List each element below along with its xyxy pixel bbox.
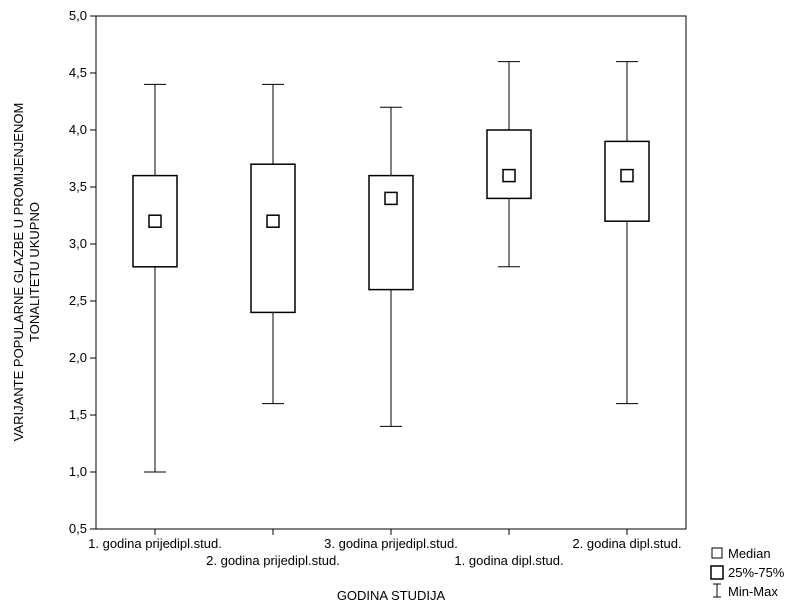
x-tick-label: 1. godina prijedipl.stud. <box>88 536 222 551</box>
y-tick-label: 1,5 <box>69 407 87 422</box>
y-tick-label: 5,0 <box>69 8 87 23</box>
x-tick-label: 2. godina dipl.stud. <box>572 536 681 551</box>
y-tick-label: 4,5 <box>69 65 87 80</box>
box-group <box>250 83 296 405</box>
y-axis: 0,5 1,0 1,5 2,0 2,5 3,0 3,5 4,0 4,5 5,0 <box>69 8 96 536</box>
x-tick-label: 2. godina prijedipl.stud. <box>206 553 340 568</box>
y-tick-label: 4,0 <box>69 122 87 137</box>
y-tick-label: 1,0 <box>69 464 87 479</box>
box-group <box>604 61 650 405</box>
legend-whisker-label: Min-Max <box>728 584 778 599</box>
interquartile-box <box>486 129 532 200</box>
median-marker <box>148 214 162 228</box>
x-axis: 1. godina prijedipl.stud. 2. godina prije… <box>88 529 682 568</box>
legend-whisker-icon <box>713 583 721 598</box>
y-tick-label: 3,0 <box>69 236 87 251</box>
median-marker <box>384 191 398 206</box>
box-group <box>132 83 178 473</box>
legend-median-label: Median <box>728 546 771 561</box>
box-series <box>132 61 650 473</box>
box-group <box>486 61 532 268</box>
box-group <box>368 106 414 427</box>
x-axis-title: GODINA STUDIJA <box>337 588 446 603</box>
y-tick-label: 3,5 <box>69 179 87 194</box>
x-tick-label: 3. godina prijedipl.stud. <box>324 536 458 551</box>
legend-median-icon <box>711 547 723 559</box>
median-marker <box>502 168 516 183</box>
x-tick-label: 1. godina dipl.stud. <box>454 553 563 568</box>
legend-box-icon <box>710 565 724 580</box>
median-marker <box>266 214 280 228</box>
median-marker <box>620 168 634 183</box>
legend-box-label: 25%-75% <box>728 565 785 580</box>
y-tick-label: 0,5 <box>69 521 87 536</box>
interquartile-box <box>250 163 296 314</box>
y-tick-label: 2,0 <box>69 350 87 365</box>
y-tick-label: 2,5 <box>69 293 87 308</box>
legend: Median 25%-75% Min-Max <box>710 546 785 599</box>
y-axis-title-line-2: TONALITETU UKUPNO <box>27 202 42 342</box>
y-axis-title-line-1: VARIJANTE POPULARNE GLAZBE U PROMIJENJEN… <box>11 103 26 442</box>
